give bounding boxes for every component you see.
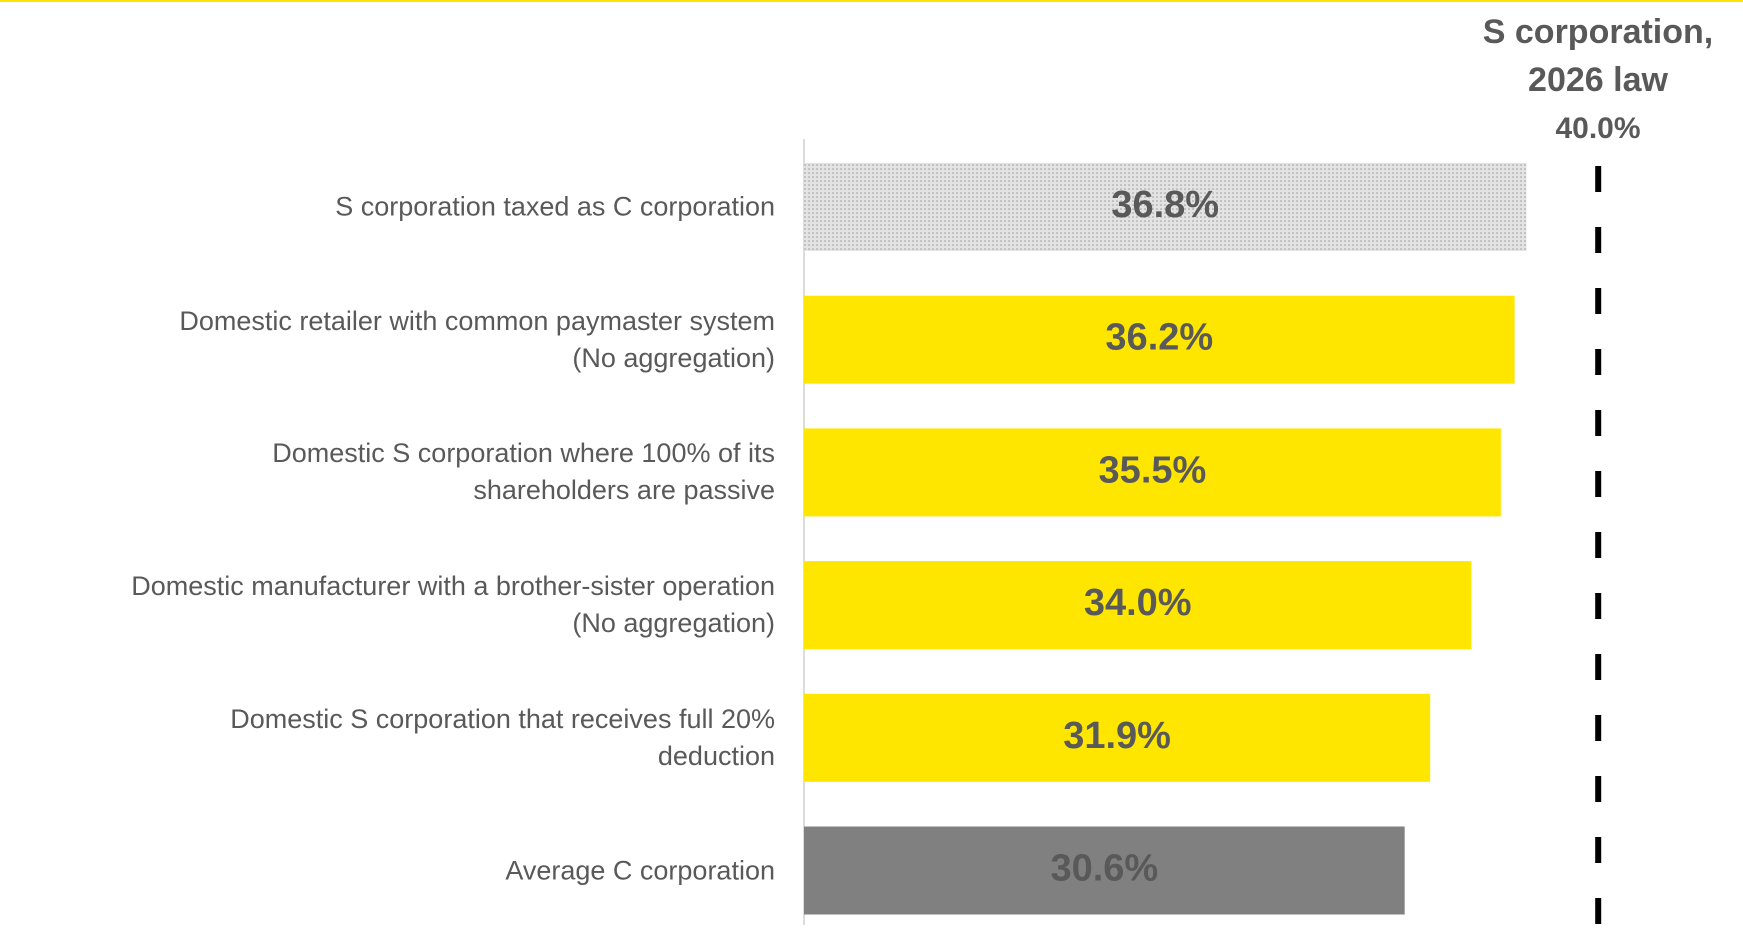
category-label: Domestic S corporation that receives ful… [230, 703, 775, 771]
value-label: 31.9% [1063, 715, 1171, 757]
bar [804, 826, 1405, 915]
value-label: 36.2% [1105, 317, 1213, 359]
bar [804, 561, 1472, 650]
bar [804, 295, 1515, 384]
category-label: Domestic manufacturer with a brother-sis… [131, 571, 775, 639]
value-label: 36.8% [1111, 184, 1219, 226]
category-label: Domestic S corporation where 100% of its… [272, 438, 775, 506]
bar-texture [804, 163, 1527, 251]
reference-label: S corporation, 2026 law [1482, 13, 1714, 99]
value-label: 34.0% [1084, 582, 1192, 624]
category-label: S corporation taxed as C corporation [335, 191, 775, 222]
value-label: 30.6% [1050, 848, 1158, 890]
category-label: Domestic retailer with common paymaster … [179, 305, 775, 373]
bar [804, 693, 1431, 782]
reference-value: 40.0% [1555, 112, 1640, 145]
bar [804, 428, 1501, 517]
value-label: 35.5% [1099, 449, 1207, 491]
category-label: Average C corporation [505, 855, 775, 885]
